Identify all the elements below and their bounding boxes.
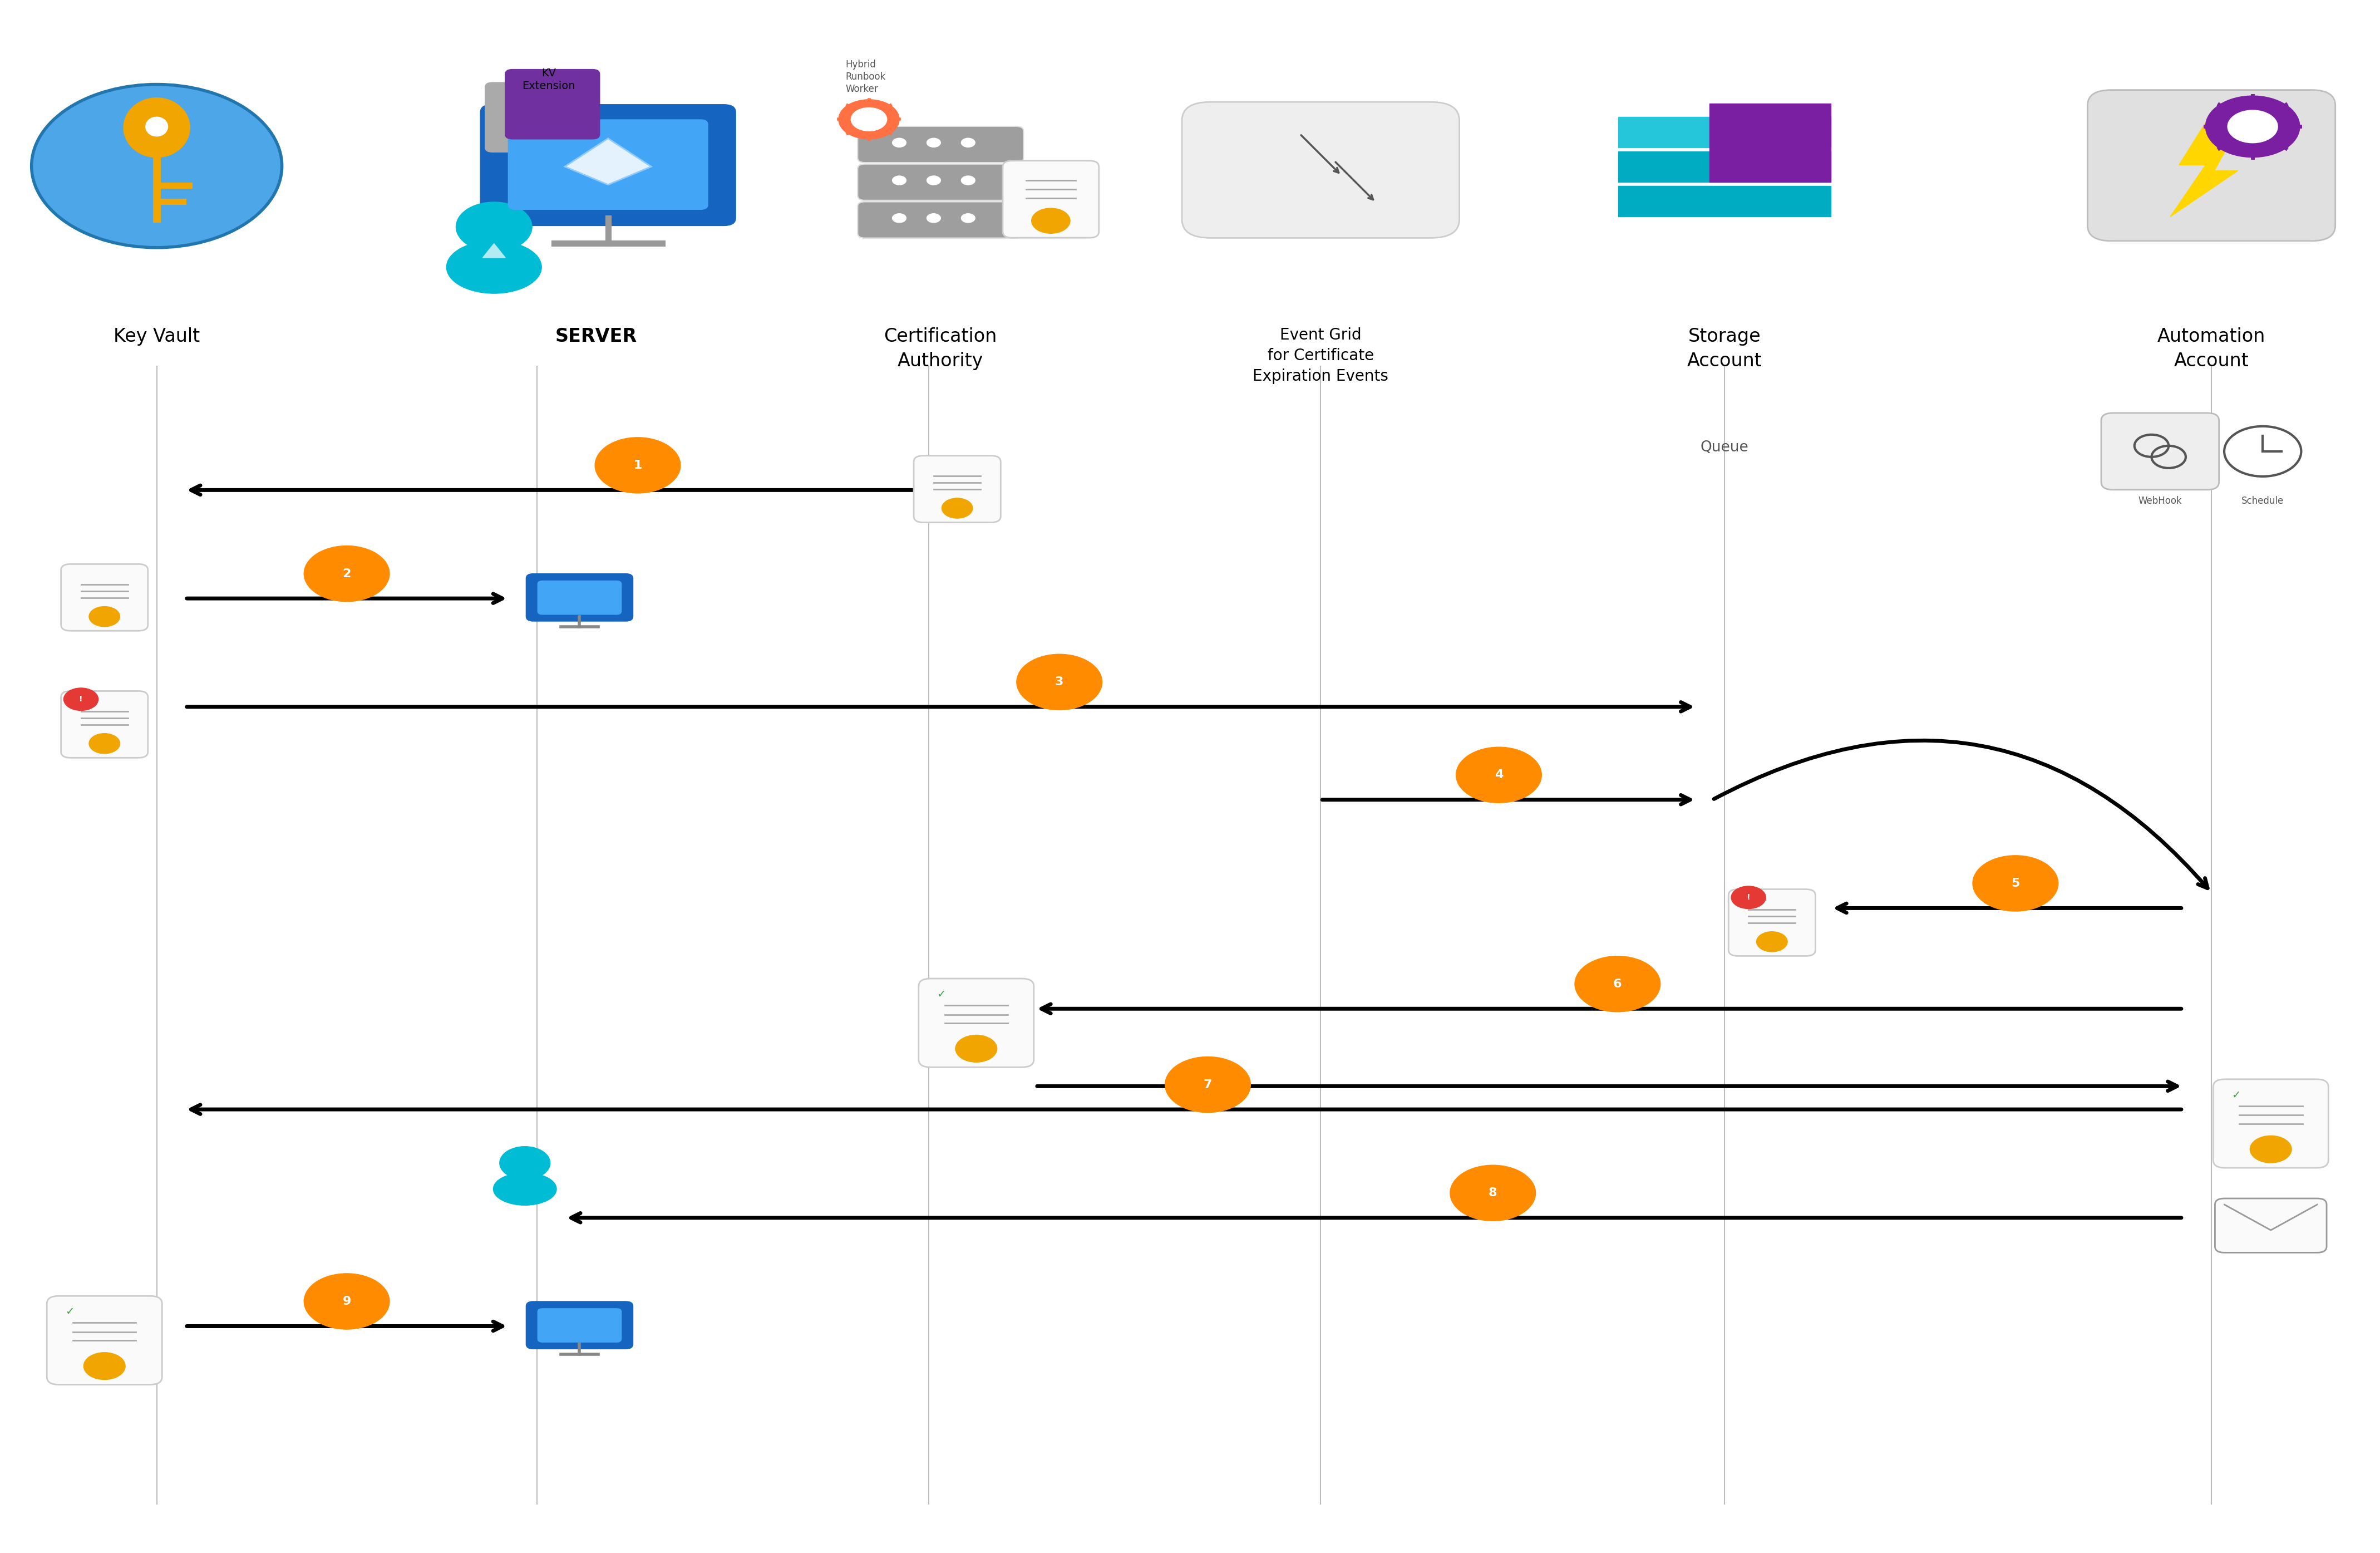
FancyBboxPatch shape <box>2216 1199 2328 1253</box>
Text: Certification
Authority: Certification Authority <box>883 328 997 370</box>
FancyBboxPatch shape <box>857 165 1023 200</box>
Circle shape <box>2249 1135 2292 1163</box>
Circle shape <box>852 107 888 130</box>
FancyBboxPatch shape <box>481 104 735 225</box>
FancyBboxPatch shape <box>2213 1079 2328 1168</box>
Text: Key Vault: Key Vault <box>114 328 200 346</box>
FancyBboxPatch shape <box>1618 116 1830 148</box>
Circle shape <box>64 688 98 711</box>
FancyBboxPatch shape <box>1183 102 1459 238</box>
Text: Automation
Account: Automation Account <box>2156 328 2266 370</box>
Text: 2: 2 <box>343 568 350 579</box>
FancyBboxPatch shape <box>857 126 1023 163</box>
Circle shape <box>305 1273 390 1329</box>
Circle shape <box>962 138 976 148</box>
FancyBboxPatch shape <box>48 1295 162 1385</box>
FancyBboxPatch shape <box>62 564 148 631</box>
Circle shape <box>457 202 533 252</box>
Circle shape <box>305 545 390 601</box>
Text: 6: 6 <box>1614 978 1621 989</box>
FancyBboxPatch shape <box>526 573 633 621</box>
Text: ✓: ✓ <box>64 1306 74 1317</box>
Circle shape <box>962 175 976 185</box>
Text: !: ! <box>1747 893 1749 901</box>
Circle shape <box>942 499 973 519</box>
Circle shape <box>1756 932 1787 952</box>
FancyBboxPatch shape <box>857 202 1023 238</box>
Circle shape <box>892 138 907 148</box>
Text: SERVER: SERVER <box>555 328 638 346</box>
FancyBboxPatch shape <box>526 1301 633 1350</box>
Text: KV
Extension: KV Extension <box>521 68 576 92</box>
FancyBboxPatch shape <box>2087 90 2335 241</box>
Text: WebHook: WebHook <box>2137 495 2182 506</box>
Circle shape <box>88 607 119 626</box>
Polygon shape <box>564 138 652 185</box>
Circle shape <box>926 175 940 185</box>
Text: 7: 7 <box>1204 1079 1211 1090</box>
FancyBboxPatch shape <box>1002 160 1100 238</box>
Circle shape <box>926 214 940 222</box>
FancyBboxPatch shape <box>1728 890 1816 957</box>
Ellipse shape <box>493 1173 557 1205</box>
Text: 5: 5 <box>2011 877 2021 888</box>
FancyBboxPatch shape <box>538 581 621 615</box>
Circle shape <box>962 214 976 222</box>
FancyBboxPatch shape <box>1618 152 1830 182</box>
Circle shape <box>1576 957 1661 1013</box>
Text: ✓: ✓ <box>2232 1090 2240 1101</box>
FancyBboxPatch shape <box>509 120 707 210</box>
Ellipse shape <box>447 241 543 294</box>
Circle shape <box>83 1353 126 1379</box>
Text: 8: 8 <box>1488 1188 1497 1199</box>
Circle shape <box>1730 887 1766 909</box>
Circle shape <box>500 1146 550 1179</box>
FancyBboxPatch shape <box>1709 104 1830 182</box>
Ellipse shape <box>124 98 190 157</box>
FancyBboxPatch shape <box>919 978 1033 1067</box>
Text: Event Grid
for Certificate
Expiration Events: Event Grid for Certificate Expiration Ev… <box>1252 328 1388 384</box>
Polygon shape <box>2171 123 2242 217</box>
Circle shape <box>1166 1056 1250 1112</box>
Circle shape <box>1031 208 1071 233</box>
Circle shape <box>1457 747 1542 803</box>
Circle shape <box>838 99 900 140</box>
Polygon shape <box>483 244 505 258</box>
Text: Hybrid
Runbook
Worker: Hybrid Runbook Worker <box>845 59 885 95</box>
Text: 4: 4 <box>1495 769 1504 781</box>
Circle shape <box>31 84 281 247</box>
Circle shape <box>892 214 907 222</box>
Circle shape <box>2206 96 2299 157</box>
FancyBboxPatch shape <box>505 70 600 140</box>
Circle shape <box>1973 856 2059 912</box>
Text: Schedule: Schedule <box>2242 495 2285 506</box>
FancyBboxPatch shape <box>538 1309 621 1342</box>
FancyBboxPatch shape <box>486 82 581 152</box>
FancyBboxPatch shape <box>914 455 1000 522</box>
Text: 1: 1 <box>633 460 643 471</box>
Circle shape <box>954 1036 997 1062</box>
Text: 3: 3 <box>1054 677 1064 688</box>
Text: !: ! <box>79 696 83 704</box>
FancyBboxPatch shape <box>2102 413 2218 489</box>
FancyBboxPatch shape <box>62 691 148 758</box>
Circle shape <box>1449 1165 1535 1221</box>
Circle shape <box>926 138 940 148</box>
Circle shape <box>1016 654 1102 710</box>
Text: ✓: ✓ <box>938 989 945 1000</box>
Circle shape <box>88 733 119 753</box>
Circle shape <box>892 175 907 185</box>
Ellipse shape <box>145 116 167 137</box>
Circle shape <box>2228 110 2278 143</box>
Text: Storage
Account: Storage Account <box>1687 328 1761 370</box>
Circle shape <box>595 438 681 494</box>
Text: Queue: Queue <box>1699 441 1749 455</box>
Text: 9: 9 <box>343 1295 350 1308</box>
FancyBboxPatch shape <box>1618 186 1830 217</box>
